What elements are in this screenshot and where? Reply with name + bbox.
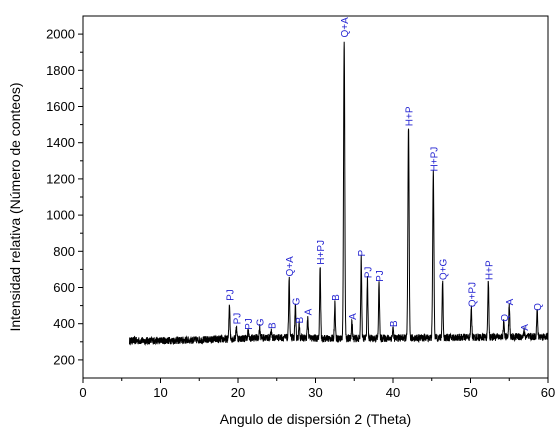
y-tick-label: 200 [53, 352, 75, 367]
axes: 0 10 20 30 40 50 60 200 400 600 800 1000 1200 1400 160… [46, 15, 555, 400]
peak-label: B [267, 322, 278, 329]
peak-label: H+PJ [429, 147, 440, 172]
x-tick-label: 60 [541, 385, 555, 400]
y-tick-label: 1400 [46, 135, 75, 150]
diffraction-trace [129, 41, 549, 346]
x-tick-label: 10 [153, 385, 167, 400]
peak-label: PJ [225, 289, 236, 301]
peak-label: G [291, 297, 302, 305]
x-tick-label: 50 [463, 385, 477, 400]
peak-label: A [520, 324, 531, 331]
y-tick-label: 2000 [46, 27, 75, 42]
y-tick-label: 1200 [46, 171, 75, 186]
peak-label: A [304, 308, 315, 315]
peak-label: H+P [405, 106, 416, 126]
x-tick-label: 20 [231, 385, 245, 400]
peak-label: H+PJ [316, 240, 327, 265]
y-tick-label: 400 [53, 316, 75, 331]
peak-label: G [256, 318, 267, 326]
y-tick-label: 1000 [46, 208, 75, 223]
peak-label: A [348, 313, 359, 320]
x-tick-label: 40 [386, 385, 400, 400]
peak-label: A [505, 298, 516, 305]
peak-label: PJ [363, 267, 374, 279]
peak-label: P [357, 250, 368, 257]
peak-label: Q+A [285, 256, 296, 277]
y-tick-label: 1800 [46, 63, 75, 78]
x-tick-label: 0 [79, 385, 86, 400]
peak-label: Q+A [340, 17, 351, 38]
plot-area [129, 41, 549, 346]
peak-label: B [389, 320, 400, 327]
y-tick-label: 1600 [46, 99, 75, 114]
peak-label: H+P [484, 260, 495, 280]
peak-label: Q+PJ [467, 282, 478, 307]
y-tick-label: 800 [53, 244, 75, 259]
peak-label: PJ [244, 318, 255, 330]
peak-label: Q [533, 303, 544, 311]
peak-label: B [331, 294, 342, 301]
x-axis-title: Angulo de dispersión 2 (Theta) [220, 411, 411, 427]
peak-label: PJ [232, 313, 243, 325]
peak-label: B [295, 317, 306, 324]
plot-frame [82, 15, 549, 379]
y-axis-title: Intensidad relativa (Número de conteos) [7, 82, 23, 331]
x-tick-label: 30 [308, 385, 322, 400]
y-tick-label: 600 [53, 280, 75, 295]
peak-label: PJ [375, 270, 386, 282]
peak-label: Q+G [439, 258, 450, 280]
peak-label: Q [500, 314, 511, 322]
